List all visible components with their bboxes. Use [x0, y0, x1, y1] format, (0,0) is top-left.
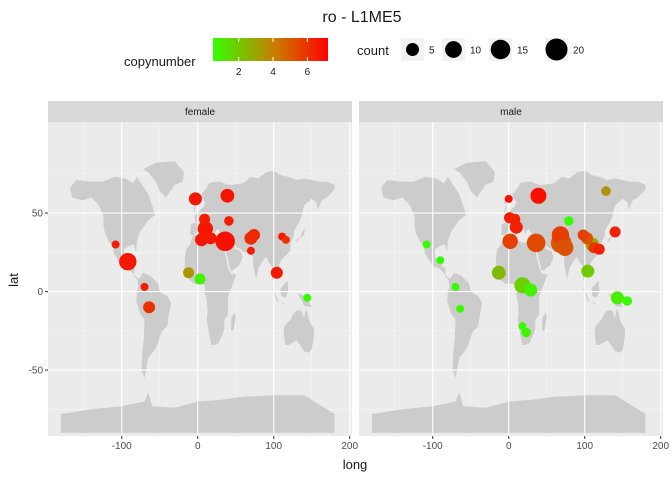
data-point [530, 187, 547, 204]
data-point [270, 266, 283, 279]
data-point [220, 188, 235, 203]
data-point [609, 226, 621, 238]
land-shape [542, 312, 547, 331]
data-point [195, 233, 208, 247]
facet-strip-label: female [185, 107, 215, 118]
size-legend-point [445, 41, 462, 58]
land-shape [594, 308, 625, 353]
x-tick-label: -100 [423, 441, 443, 452]
data-point [248, 229, 260, 241]
size-legend-label: 10 [470, 46, 482, 57]
data-point [204, 232, 217, 245]
land-shape [504, 200, 507, 214]
panel-male: male -100 0 100 200 [359, 101, 669, 452]
data-point [601, 186, 611, 196]
x-tick-label: 0 [195, 441, 201, 452]
data-point [281, 235, 290, 244]
y-axis-title: lat [6, 273, 21, 287]
data-point [194, 273, 206, 285]
data-point [111, 240, 120, 249]
data-point [303, 293, 312, 302]
land-shape [296, 227, 305, 243]
land-shape [447, 272, 483, 378]
land-shape [231, 312, 236, 331]
data-point [183, 267, 195, 279]
color-legend-title: copynumber [124, 54, 196, 69]
color-legend-label: 4 [270, 67, 276, 78]
data-point [581, 264, 595, 278]
data-point [199, 213, 211, 225]
size-legend-title: count [357, 43, 389, 58]
facet-strip-label: male [500, 107, 522, 118]
land-shape [280, 280, 289, 298]
data-point [521, 327, 531, 338]
chart-title: ro - L1ME5 [322, 9, 401, 26]
data-point [456, 304, 465, 313]
y-tick-label: 50 [32, 209, 44, 220]
data-point [215, 231, 235, 252]
data-point [556, 239, 574, 256]
land-shape [454, 161, 495, 198]
x-tick-label: 200 [652, 441, 669, 452]
land-shape [591, 280, 600, 298]
data-point [577, 229, 589, 241]
data-point [518, 322, 527, 331]
data-point [143, 301, 156, 314]
size-legend-point [406, 43, 419, 56]
x-axis-title: long [343, 457, 368, 472]
data-point [622, 296, 633, 306]
data-point [451, 282, 460, 291]
facet-strip [359, 101, 663, 122]
land-shape [381, 176, 467, 279]
data-point [564, 216, 574, 226]
size-legend-label: 20 [573, 46, 585, 57]
size-legend-point [490, 39, 511, 60]
data-point [593, 243, 605, 255]
data-point [526, 233, 546, 253]
y-tick-label: -50 [29, 366, 44, 377]
size-legend-label: 5 [429, 46, 435, 57]
land-shape [136, 272, 172, 378]
y-tick-label: 0 [37, 287, 43, 298]
data-point [188, 192, 202, 206]
land-shape [607, 227, 616, 243]
color-legend-label: 2 [236, 67, 242, 78]
land-shape [279, 302, 285, 305]
data-point [422, 240, 431, 249]
color-legend-label: 6 [305, 67, 311, 78]
panel-female: female -100 0 100 200 -50 0 50 [29, 101, 358, 452]
data-point [504, 194, 513, 203]
data-point [509, 213, 521, 225]
data-point [491, 265, 506, 280]
x-tick-label: -100 [112, 441, 132, 452]
data-point [502, 233, 518, 249]
data-point [119, 253, 137, 271]
land-shape [70, 176, 156, 279]
size-legend-point [545, 38, 568, 61]
x-tick-label: 100 [576, 441, 593, 452]
data-point [224, 216, 234, 226]
data-point [436, 256, 445, 265]
data-point [140, 282, 149, 291]
land-shape [143, 161, 184, 198]
land-shape [283, 308, 314, 353]
land-shape [590, 302, 596, 305]
x-tick-label: 0 [506, 441, 512, 452]
data-point [246, 246, 255, 255]
size-legend-label: 15 [517, 46, 529, 57]
data-point [610, 291, 624, 305]
facet-strip [48, 101, 352, 122]
x-tick-label: 100 [265, 441, 282, 452]
x-tick-label: 200 [341, 441, 358, 452]
data-point [524, 283, 538, 297]
color-legend-bar [213, 38, 328, 61]
